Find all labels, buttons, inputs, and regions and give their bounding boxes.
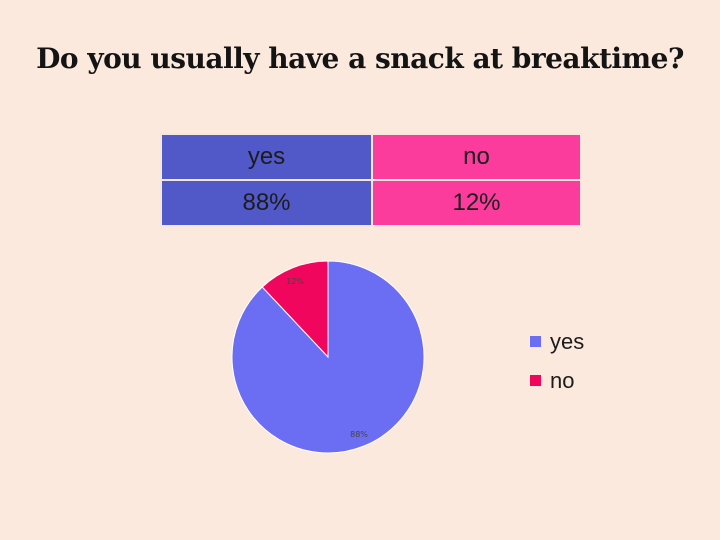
- legend-label-no: no: [550, 367, 575, 393]
- table-header-row: yes no: [160, 133, 582, 181]
- table-value-no: 12%: [371, 179, 582, 227]
- table-value-yes: 88%: [160, 179, 373, 227]
- table-value-row: 88% 12%: [160, 179, 582, 227]
- legend-label-yes: yes: [550, 328, 585, 354]
- slide-title: Do you usually have a snack at breaktime…: [36, 42, 684, 75]
- pie-slice-yes: [231, 260, 425, 454]
- legend-item-yes: yes: [530, 322, 584, 361]
- chart-legend: yes no: [530, 322, 584, 400]
- pie-label-no: 12%: [286, 277, 304, 286]
- legend-swatch-no: [530, 375, 541, 386]
- table-header-no: no: [371, 133, 582, 181]
- legend-swatch-yes: [530, 336, 541, 347]
- pie-slice-no: [261, 260, 329, 359]
- summary-table: yes no 88% 12%: [160, 133, 582, 227]
- table-header-yes: yes: [160, 133, 373, 181]
- legend-item-no: no: [530, 361, 584, 400]
- pie-label-yes: 88%: [350, 430, 368, 439]
